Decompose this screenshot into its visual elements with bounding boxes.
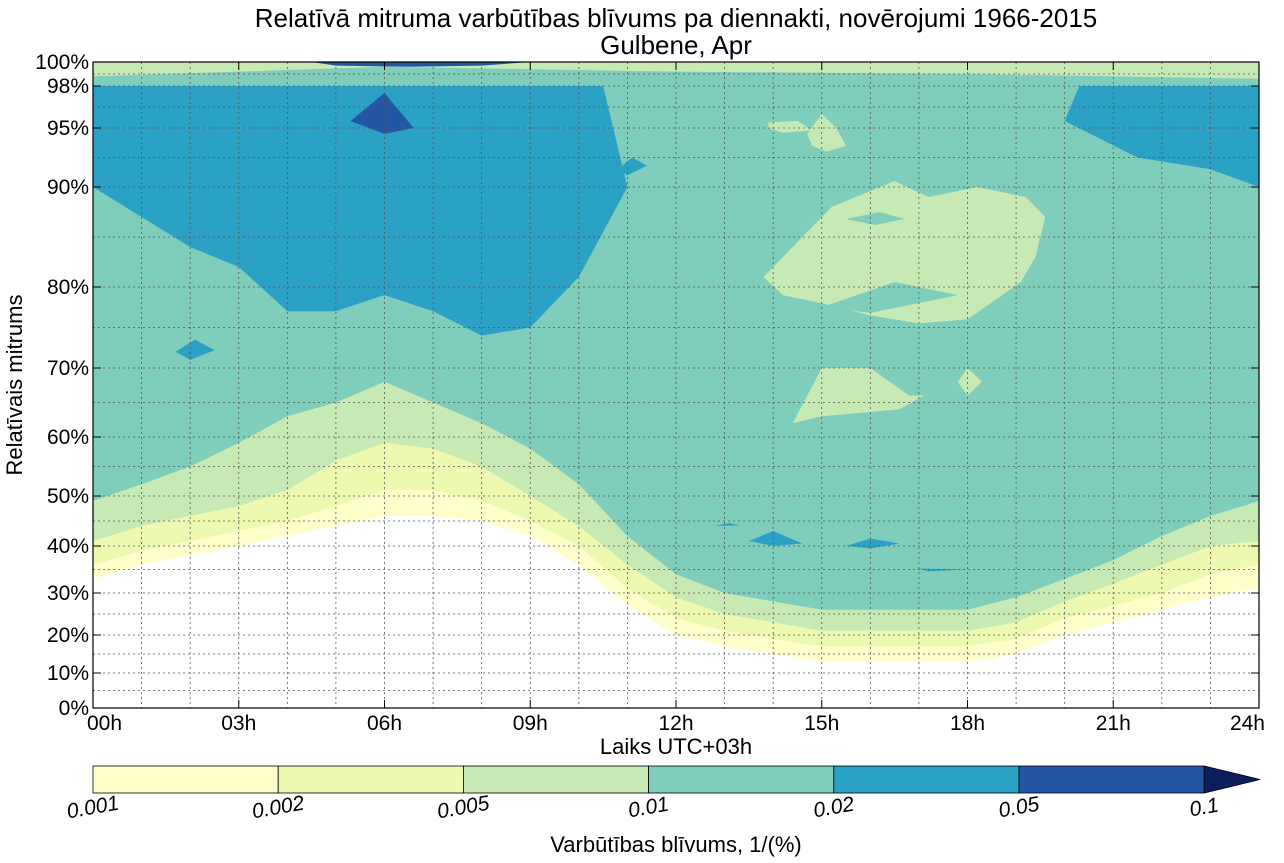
patch-small	[846, 212, 905, 225]
x-tick-label: 21h	[1096, 712, 1131, 735]
patch-afternoon-inner	[821, 282, 958, 313]
colorbar-segment	[833, 765, 1020, 794]
y-axis-ticks: 0% 10% 20% 30% 40% 50% 60% 70% 80% 90% 95% 98%100%	[35, 51, 1259, 720]
y-tick-label: 0%	[59, 697, 89, 720]
x-tick-label: 12h	[658, 712, 693, 735]
colorbar-tick-label: 0.002	[250, 792, 306, 824]
y-tick-label: 95%	[47, 117, 89, 140]
y-tick-label: 40%	[47, 535, 89, 558]
colorbar-tick-label: 0.1	[1188, 794, 1221, 822]
patch-small2	[909, 222, 929, 267]
patch-small3	[957, 368, 983, 396]
patch-afternoon	[763, 181, 1046, 324]
x-tick-label: 15h	[804, 712, 839, 735]
x-tick-label: 03h	[221, 712, 256, 735]
patch-blue-1300	[714, 523, 740, 526]
colorbar-tick-label: 0.02	[812, 793, 857, 823]
colorbar-segment	[277, 765, 464, 794]
y-tick-label: 98%	[47, 75, 89, 98]
chart-subtitle: Gulbene, Apr	[600, 30, 752, 60]
y-tick-label: 30%	[47, 582, 89, 605]
y-tick-label: 50%	[47, 485, 89, 508]
x-tick-label: 06h	[367, 712, 402, 735]
colorbar-label: Varbūtības blīvums, 1/(%)	[550, 832, 801, 857]
y-tick-label: 80%	[47, 276, 89, 299]
patch-blue-1100	[617, 157, 647, 176]
patch-blue-1400	[748, 531, 803, 546]
x-tick-label: 24h	[1230, 712, 1265, 735]
plot-area	[92, 61, 1260, 709]
chart-title: Relatīvā mitruma varbūtības blīvums pa d…	[255, 3, 1098, 33]
y-tick-label: 20%	[47, 624, 89, 647]
y-tick-label: 10%	[47, 662, 89, 685]
patch-blue-1700	[918, 568, 968, 572]
y-tick-label: 60%	[47, 426, 89, 449]
band-top-dark	[311, 62, 531, 67]
patch-afternoon-tiny2	[768, 121, 812, 133]
y-tick-label: 90%	[47, 176, 89, 199]
colorbar-tick-label: 0.001	[65, 792, 121, 824]
patch-afternoon-low	[792, 368, 924, 424]
y-tick-label: 70%	[47, 357, 89, 380]
band-0.02-night	[93, 86, 628, 336]
colorbar-segment	[648, 765, 835, 794]
patch-afternoon-tiny	[807, 114, 846, 152]
patch-blue-0200	[175, 339, 215, 360]
x-axis-label: Laiks UTC+03h	[600, 734, 752, 759]
x-tick-label: 09h	[513, 712, 548, 735]
colorbar-tick-label: 0.01	[626, 793, 670, 823]
colorbar-segment	[1018, 765, 1205, 794]
patch-dark-0600	[350, 93, 414, 134]
colorbar: 0.001 0.002 0.005 0.01 0.02 0.05 0.1	[65, 765, 1261, 824]
band-0.02-evening	[1064, 86, 1259, 187]
colorbar-segment	[462, 765, 649, 794]
x-axis-ticks: 00h 03h 06h 09h 12h 15h 18h 21h 24h	[87, 62, 1265, 735]
colorbar-extend-arrow	[1203, 765, 1261, 794]
density-patches	[175, 93, 1046, 572]
x-tick-label: 18h	[950, 712, 985, 735]
y-axis-label: Relatīvais mitrums	[2, 295, 27, 476]
colorbar-tick-label: 0.05	[997, 793, 1042, 823]
x-tick-label: 00h	[87, 712, 122, 735]
y-tick-label: 100%	[35, 51, 89, 74]
colorbar-segment	[92, 765, 279, 794]
colorbar-tick-label: 0.005	[435, 792, 491, 824]
grid-lines	[93, 62, 1259, 708]
